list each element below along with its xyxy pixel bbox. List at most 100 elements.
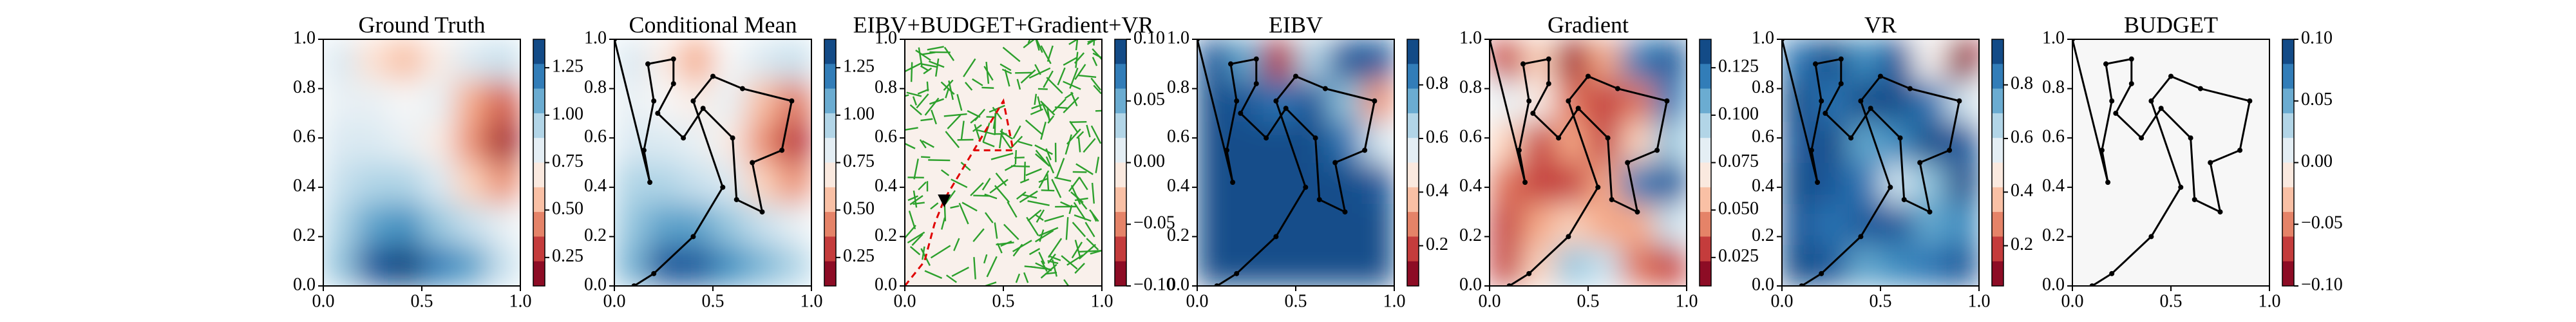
tree-edge	[989, 178, 1009, 194]
field-cell	[1230, 121, 1264, 163]
waypoint	[1664, 98, 1670, 104]
y-tick-label: 0.0	[2042, 274, 2065, 294]
y-tick-label: 0.4	[2042, 176, 2065, 196]
colorbar-tick-label: 0.2	[1426, 234, 1448, 254]
tree-edge	[974, 124, 981, 142]
tree-edge	[913, 158, 919, 180]
waypoint	[1322, 86, 1328, 91]
waypoint	[2188, 135, 2193, 141]
field-cells	[614, 39, 811, 286]
y-tick-label: 0.2	[1459, 225, 1482, 245]
tree-edge	[929, 98, 945, 105]
field-cell	[1782, 204, 1815, 245]
waypoint	[651, 98, 657, 104]
waypoint	[645, 61, 651, 67]
colorbar-tick-label: 1.25	[843, 57, 875, 77]
tree-edge	[1069, 120, 1078, 133]
panel-title: EIBV	[1269, 12, 1323, 37]
tree-edge	[1063, 56, 1078, 66]
field-cells	[323, 39, 520, 286]
tree-edge	[1004, 69, 1010, 87]
tree-edge	[1034, 93, 1037, 105]
tree-edge	[984, 193, 998, 200]
waypoint	[739, 86, 745, 91]
tree-edge	[1078, 74, 1097, 78]
colorbar-band	[2282, 261, 2294, 287]
tree-edge	[981, 178, 991, 191]
y-tick-label: 0.4	[875, 176, 897, 196]
y-tick-label: 0.6	[875, 127, 897, 147]
tree-edge	[963, 58, 976, 77]
waypoint	[1526, 98, 1532, 104]
colorbar-band	[824, 88, 836, 114]
tree-edge	[1037, 88, 1048, 90]
waypoint	[655, 110, 661, 116]
waypoint	[1917, 160, 1923, 166]
tree-edge	[1074, 197, 1088, 202]
tree-edge	[972, 228, 985, 242]
panel: EIBV 0.0 0.5 1.0 0.0 0.2 0.4 0.6 0.8 1.0 0.2 0.4 0.6…	[1167, 12, 1448, 311]
tree-edge	[1015, 273, 1021, 283]
panel: Gradient 0.0 0.5 1.0 0.0 0.2 0.4 0.6 0.8 1.0 0.025…	[1459, 12, 1759, 311]
field-cell	[1329, 162, 1362, 204]
colorbar-band	[1407, 187, 1419, 213]
tree-edge	[995, 172, 1007, 186]
tree-edge	[956, 94, 963, 111]
field-cell	[1230, 162, 1264, 204]
waypoint	[2197, 86, 2203, 91]
field-cell	[779, 162, 811, 204]
colorbar-band	[824, 212, 836, 237]
y-tick-label: 0.0	[1459, 274, 1482, 294]
field-cell	[1588, 162, 1622, 204]
tree-edge	[1023, 39, 1036, 49]
waypoint	[2148, 234, 2154, 240]
waypoint	[690, 98, 696, 104]
tree-edge	[926, 81, 929, 91]
field-cell	[356, 162, 390, 204]
waypoint	[2158, 106, 2164, 111]
waypoint	[1273, 234, 1279, 240]
waypoint	[1625, 160, 1631, 166]
field	[905, 39, 1102, 286]
tree-edge	[927, 46, 944, 51]
tree-edge	[1016, 79, 1021, 90]
field-cell	[1361, 80, 1394, 122]
colorbar-band	[1992, 88, 2003, 114]
field-cell	[1197, 245, 1231, 286]
tree-edge	[1095, 156, 1100, 173]
colorbar-band	[1700, 64, 1711, 90]
field-cell	[1296, 121, 1329, 163]
field-cell	[1880, 204, 1914, 245]
y-tick-label: 1.0	[875, 28, 897, 48]
colorbar-tick-label: 0.50	[843, 199, 875, 219]
tree-edge	[950, 205, 960, 209]
colorbar-tick-label: −0.05	[1133, 213, 1175, 233]
tree-edge	[1034, 144, 1053, 155]
waypoint	[720, 184, 726, 190]
tree-edge	[1047, 115, 1055, 124]
tree-edge	[1093, 84, 1102, 95]
tree-edge	[1028, 247, 1041, 256]
waypoint	[2113, 110, 2119, 116]
field-cell	[1329, 245, 1362, 286]
waypoint	[1838, 56, 1844, 62]
field	[1490, 39, 1687, 286]
tree-edge	[907, 195, 918, 202]
tree-edge	[1026, 216, 1039, 236]
tree-edge	[1022, 194, 1037, 199]
field-cell	[1522, 245, 1556, 286]
field-cell	[1946, 80, 1979, 122]
field-cell	[356, 245, 390, 286]
field-cell	[647, 245, 681, 286]
tree-edge	[1074, 263, 1085, 274]
colorbar-band	[824, 261, 836, 287]
field-cell	[1880, 245, 1914, 286]
waypoint	[1312, 135, 1318, 141]
colorbar-frame	[1991, 39, 2004, 287]
field-cell	[1361, 39, 1394, 81]
y-tick-label: 0.4	[1459, 176, 1482, 196]
field-cell	[1913, 80, 1947, 122]
field-cell	[1361, 162, 1394, 204]
y-tick-label: 0.8	[293, 77, 316, 97]
y-tick-label: 0.2	[2042, 225, 2065, 245]
